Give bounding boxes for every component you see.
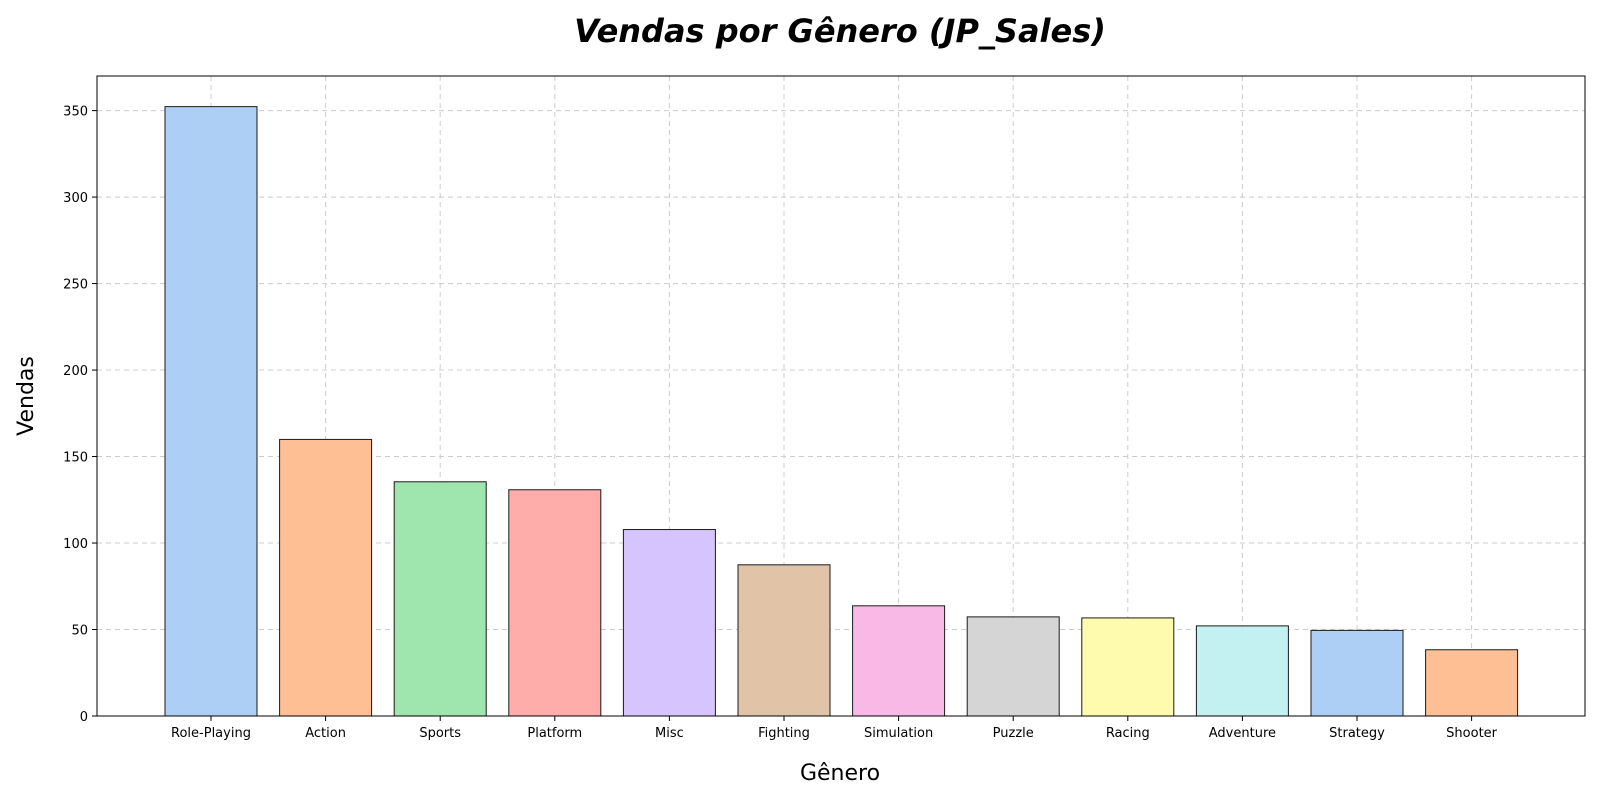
y-axis-ticks: 0 50 100 150 200 250 300 350: [63, 105, 97, 725]
bar-puzzle: [966, 616, 1060, 717]
bar-simulation: [852, 605, 946, 717]
bar-shooter: [1425, 649, 1519, 717]
x-tick-label: Misc: [655, 726, 684, 741]
y-tick-label: 200: [63, 364, 88, 379]
bar-role-playing: [164, 106, 258, 717]
y-tick-label: 300: [63, 191, 88, 206]
y-tick-label: 50: [71, 624, 88, 639]
x-tick-label: Fighting: [758, 726, 810, 741]
x-tick-label: Adventure: [1209, 726, 1276, 741]
x-tick-label: Role-Playing: [171, 726, 251, 741]
x-tick-label: Action: [305, 726, 346, 741]
x-tick-label: Racing: [1106, 726, 1150, 741]
y-tick-label: 0: [80, 710, 88, 725]
x-tick-label: Sports: [419, 726, 461, 741]
bar-action: [279, 438, 373, 717]
chart-title: Vendas por Gênero (JP_Sales): [574, 12, 1106, 50]
bar-sports: [393, 481, 487, 717]
y-tick-label: 150: [63, 451, 88, 466]
y-tick-label: 250: [63, 278, 88, 293]
x-axis-ticks: Role-Playing Action Sports Platform Misc Figh…: [171, 716, 1498, 741]
x-tick-label: Strategy: [1329, 726, 1385, 741]
bar-strategy: [1310, 629, 1404, 717]
y-tick-label: 350: [63, 105, 88, 120]
x-tick-label: Shooter: [1446, 726, 1497, 741]
bars-layer: [164, 106, 1519, 717]
x-tick-label: Simulation: [864, 726, 933, 741]
x-tick-label: Puzzle: [993, 726, 1034, 741]
plot-frame: [96, 75, 1586, 717]
bar-misc: [622, 529, 716, 717]
y-tick-label: 100: [63, 537, 88, 552]
bar-fighting: [737, 564, 831, 717]
bar-racing: [1081, 617, 1175, 717]
bar-adventure: [1195, 625, 1289, 717]
y-axis-label: Vendas: [14, 356, 39, 436]
x-axis-label: Gênero: [800, 761, 880, 786]
x-tick-label: Platform: [527, 726, 582, 741]
bar-platform: [508, 489, 602, 717]
